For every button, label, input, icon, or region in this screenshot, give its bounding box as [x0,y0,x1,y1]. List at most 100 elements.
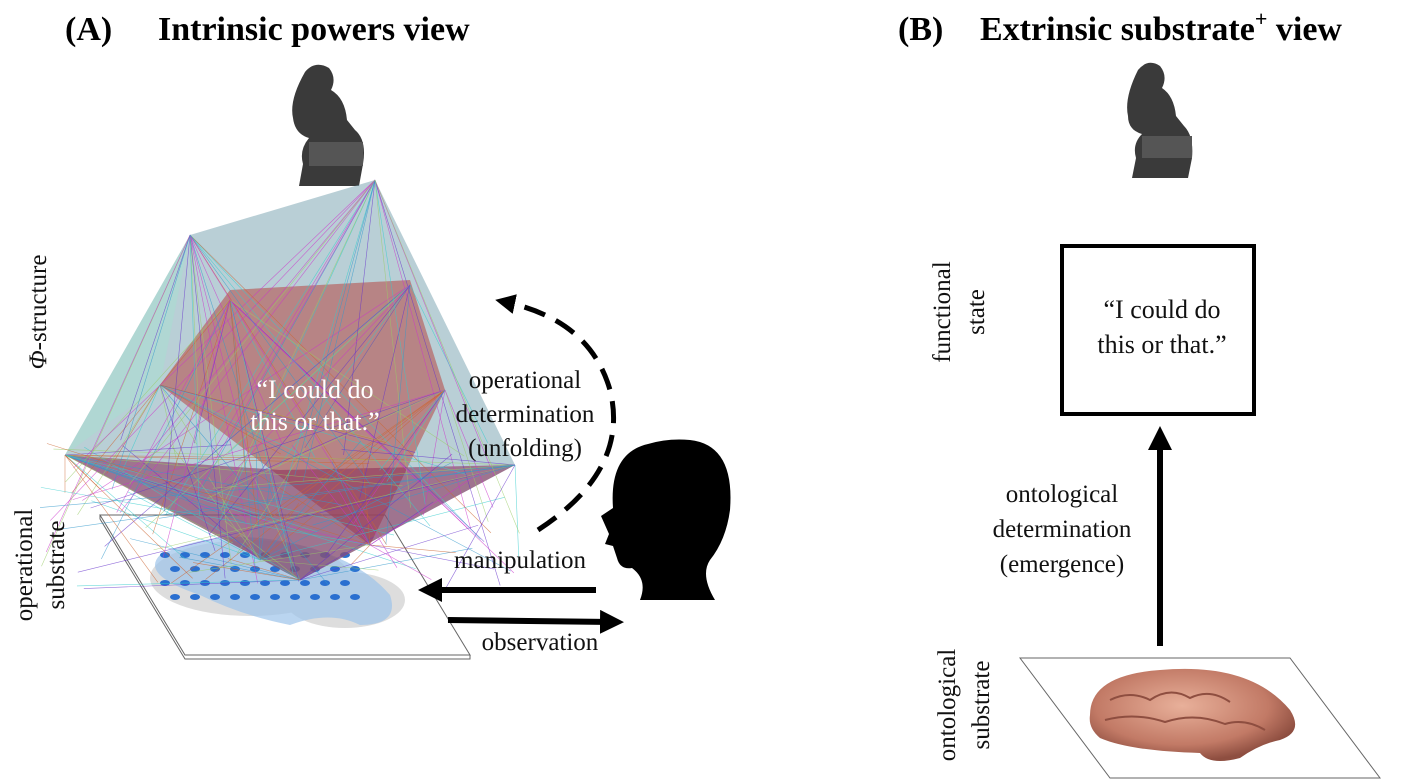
edge [299,547,473,581]
title-suffix: view [1267,11,1342,48]
edge [255,452,261,561]
title-main: Extrinsic substrate [980,11,1255,48]
node [290,594,300,600]
determination-label: (emergence) [1000,551,1124,578]
edge [159,384,178,466]
node [170,594,180,600]
state-box [1060,244,1256,416]
edge [159,384,386,443]
edge [224,520,301,581]
thinker-statue [292,64,364,186]
node [160,580,170,586]
edge [64,454,342,506]
edge [299,453,453,581]
quote: “I could do [1104,295,1221,324]
edge [259,475,271,561]
edge [278,179,376,509]
edge [229,299,485,542]
edge [122,384,161,471]
edge [259,497,505,561]
edge [159,384,281,455]
edge [104,284,411,547]
title-superscript: + [1255,6,1268,31]
edge [229,299,465,457]
node [210,594,220,600]
edge [385,284,411,545]
edge [189,234,492,534]
node [310,594,320,600]
determination-label: determination [993,516,1132,543]
node [210,566,220,572]
edge [189,234,387,545]
edge [369,544,432,580]
edge [423,389,446,516]
substrate-label: substrate [968,661,995,750]
edge [64,454,416,570]
edge [40,487,371,546]
edge [199,505,371,546]
edge [369,544,456,553]
edge [106,384,161,474]
edge [82,284,411,501]
node [240,580,250,586]
edge [159,384,511,572]
edge [304,284,411,449]
edge [64,454,193,579]
node [250,594,260,600]
edge [208,284,411,535]
edge [179,556,301,581]
edge [50,179,376,521]
node [190,594,200,600]
edge [189,234,226,579]
edge [169,443,261,561]
edge [165,179,376,515]
thinker-statue [1127,62,1193,178]
edge [163,234,191,512]
edge [142,179,376,461]
brain [1089,668,1296,762]
panel-title: Intrinsic powers view [158,11,470,48]
edge [229,299,316,458]
edge [338,489,371,546]
edge [445,464,516,588]
edge [259,499,334,561]
edge [145,284,411,529]
edge [72,389,446,500]
edge [189,234,258,584]
edge [189,234,398,568]
edge [379,389,446,471]
edge [64,454,188,499]
node [320,580,330,586]
edge [189,234,275,503]
edge [369,474,478,546]
edge [189,234,481,540]
edge [374,179,426,505]
node [300,580,310,586]
edge [229,299,258,523]
edge [299,524,479,581]
edge [45,234,191,553]
edge [386,389,446,482]
edge [221,284,411,486]
phi-label: Φ-structure [25,255,52,370]
edge [259,559,379,571]
edge [227,558,301,581]
substrate-label: operational [11,509,38,622]
edge [189,234,200,516]
determination-label: (unfolding) [468,435,582,462]
edge [325,389,446,556]
edge [444,389,494,508]
edge [159,384,329,585]
edge [359,284,411,499]
node [280,580,290,586]
edge [64,454,186,559]
edge [64,454,246,523]
edge [374,179,495,476]
edge [212,464,516,489]
edge [514,464,520,563]
node [350,594,360,600]
edge [341,449,516,466]
panel-label: (A) [65,11,112,48]
determination-label: ontological [1006,481,1119,508]
edge [158,464,516,519]
